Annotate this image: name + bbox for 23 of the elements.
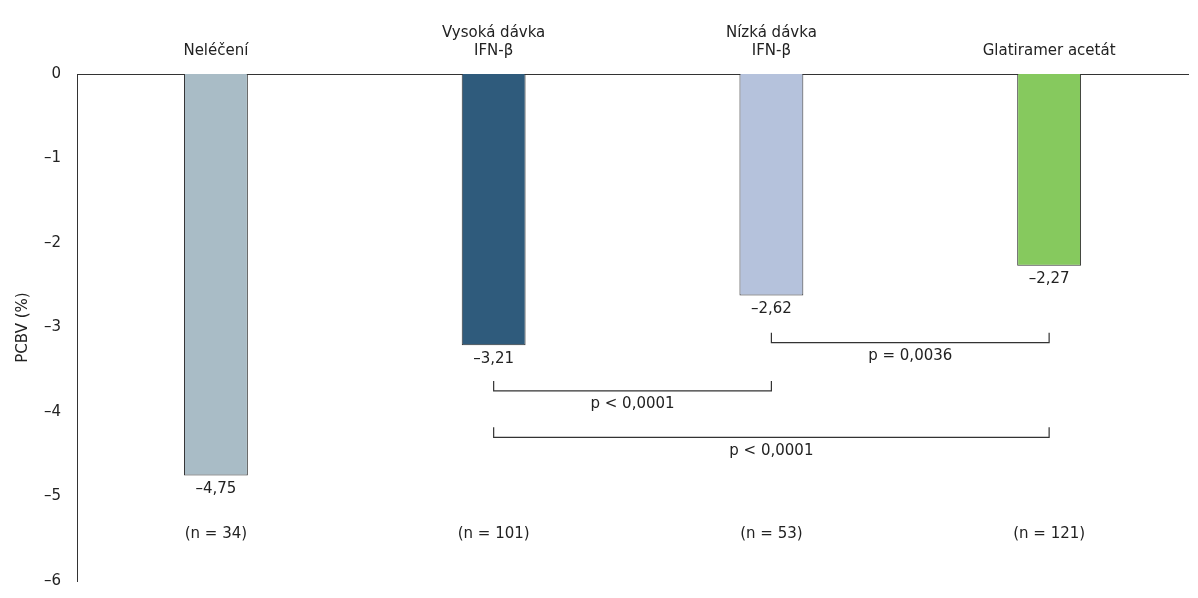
y-tick-label: 0 [51, 63, 62, 82]
annotation: (n = 34) [184, 524, 248, 543]
annotation: (n = 121) [1013, 524, 1086, 543]
data-label: –4,75 [195, 478, 237, 497]
data-label: –3,21 [473, 348, 515, 367]
y-tick-label: –2 [44, 232, 62, 251]
annotation: p = 0,0036 [868, 346, 953, 365]
y-tick-label: –5 [44, 486, 62, 505]
y-tick-label: –6 [44, 570, 62, 589]
annotation: p < 0,0001 [590, 394, 675, 413]
y-tick-label: –1 [44, 148, 62, 167]
x-tick-label: Glatiramer acetát [982, 40, 1116, 59]
x-tick-label: Vysoká dávka IFN-β [441, 22, 546, 59]
y-tick-label: –3 [44, 317, 62, 336]
annotation: (n = 53) [740, 524, 803, 543]
y-tick-label: –4 [44, 401, 62, 420]
x-tick-label: Nízká dávka IFN-β [725, 22, 817, 59]
data-label: –2,62 [750, 298, 792, 317]
y-axis-title: PCBV (%) [12, 292, 31, 363]
data-label: –2,27 [1028, 269, 1070, 288]
x-tick-label: Neléčení [183, 40, 250, 59]
annotation: p < 0,0001 [729, 440, 814, 459]
annotation: (n = 101) [457, 524, 530, 543]
